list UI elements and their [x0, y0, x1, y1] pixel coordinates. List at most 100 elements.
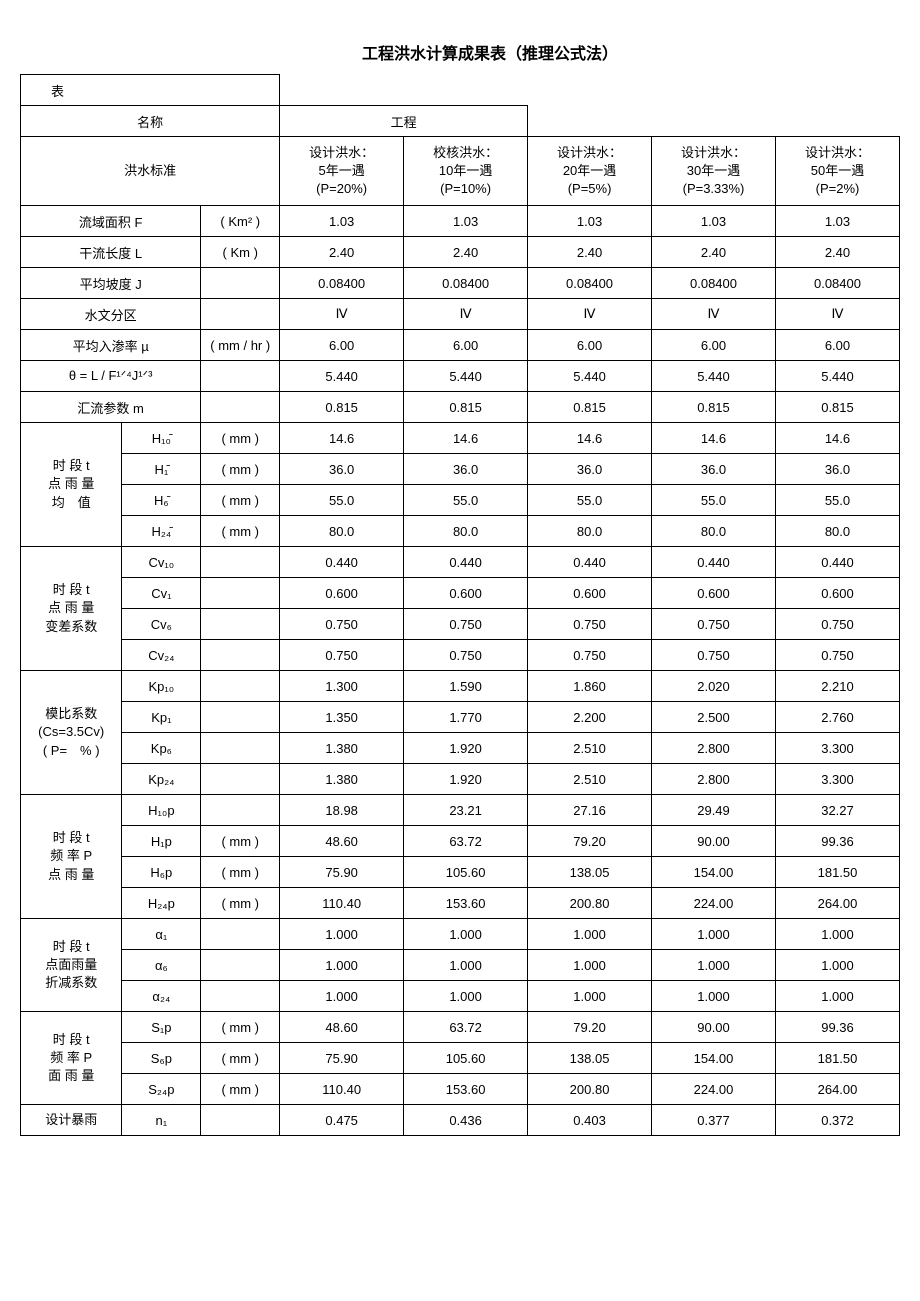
cell: 99.36	[775, 826, 899, 857]
cell: 1.380	[280, 733, 404, 764]
col-header: 设计洪水：20年一遇(P=5%)	[528, 137, 652, 206]
cell: 2.40	[652, 237, 776, 268]
param-symbol: H₁₀p	[122, 795, 201, 826]
param-symbol: α₆	[122, 950, 201, 981]
cell: Ⅳ	[652, 299, 776, 330]
table-row: 汇流参数 m 0.815 0.815 0.815 0.815 0.815	[21, 392, 900, 423]
param-unit	[201, 578, 280, 609]
cell: 0.372	[775, 1105, 899, 1136]
cell: 2.40	[775, 237, 899, 268]
cell: 1.03	[652, 206, 776, 237]
table-row: Kp₆1.3801.9202.5102.8003.300	[21, 733, 900, 764]
cell: 0.815	[652, 392, 776, 423]
group-label: 时 段 t频 率 P面 雨 量	[21, 1012, 122, 1105]
param-unit	[201, 795, 280, 826]
cell: 2.020	[652, 671, 776, 702]
cell: 2.210	[775, 671, 899, 702]
param-unit	[201, 950, 280, 981]
cell: 5.440	[528, 361, 652, 392]
cell: 2.510	[528, 764, 652, 795]
param-label: 流域面积 F	[21, 206, 201, 237]
cell: 18.98	[280, 795, 404, 826]
cell: 1.920	[404, 764, 528, 795]
cell: 0.750	[280, 609, 404, 640]
cell: 79.20	[528, 1012, 652, 1043]
table-row: θ = L / F¹ᐟ⁴J¹ᐟ³ 5.440 5.440 5.440 5.440…	[21, 361, 900, 392]
cell: 36.0	[775, 454, 899, 485]
param-unit: ( mm )	[201, 857, 280, 888]
cell: 0.815	[528, 392, 652, 423]
cell: 55.0	[652, 485, 776, 516]
table-row: Cv₁0.6000.6000.6000.6000.600	[21, 578, 900, 609]
table-row: 时 段 t频 率 P面 雨 量S₁p( mm )48.6063.7279.209…	[21, 1012, 900, 1043]
cell: 1.000	[652, 919, 776, 950]
cell: 1.000	[775, 981, 899, 1012]
param-unit: ( mm )	[201, 826, 280, 857]
cell: 36.0	[404, 454, 528, 485]
cell: 23.21	[404, 795, 528, 826]
cell: 1.000	[404, 981, 528, 1012]
table-row: 名称 工程	[21, 106, 900, 137]
cell: 0.750	[404, 609, 528, 640]
param-unit	[201, 671, 280, 702]
cell: 110.40	[280, 1074, 404, 1105]
cell: 1.000	[652, 950, 776, 981]
cell: 80.0	[404, 516, 528, 547]
cell: 14.6	[404, 423, 528, 454]
table-row: 时 段 t点 雨 量变差系数Cv₁₀0.4400.4400.4400.4400.…	[21, 547, 900, 578]
project-label: 工程	[280, 106, 528, 137]
cell: 79.20	[528, 826, 652, 857]
cell: 105.60	[404, 1043, 528, 1074]
cell: 154.00	[652, 1043, 776, 1074]
cell: 1.590	[404, 671, 528, 702]
col-header: 设计洪水：30年一遇(P=3.33%)	[652, 137, 776, 206]
param-symbol: S₆p	[122, 1043, 201, 1074]
param-unit	[201, 268, 280, 299]
param-unit	[201, 392, 280, 423]
table-row: 模比系数(Cs=3.5Cv)( P= % )Kp₁₀1.3001.5901.86…	[21, 671, 900, 702]
cell: 2.800	[652, 733, 776, 764]
cell: Ⅳ	[404, 299, 528, 330]
cell: 14.6	[652, 423, 776, 454]
param-unit	[201, 981, 280, 1012]
cell: 90.00	[652, 1012, 776, 1043]
cell: 264.00	[775, 1074, 899, 1105]
cell: 1.350	[280, 702, 404, 733]
cell: 0.750	[652, 609, 776, 640]
col-header: 校核洪水：10年一遇(P=10%)	[404, 137, 528, 206]
group-label: 时 段 t点 雨 量变差系数	[21, 547, 122, 671]
cell: 0.600	[775, 578, 899, 609]
group-label: 时 段 t点面雨量折减系数	[21, 919, 122, 1012]
table-row: 时 段 t点面雨量折减系数α₁1.0001.0001.0001.0001.000	[21, 919, 900, 950]
param-unit	[201, 361, 280, 392]
cell: 0.440	[404, 547, 528, 578]
cell: 5.440	[404, 361, 528, 392]
table-row: Kp₂₄1.3801.9202.5102.8003.300	[21, 764, 900, 795]
flood-standard-label: 洪水标准	[21, 137, 280, 206]
cell: 6.00	[652, 330, 776, 361]
cell: 5.440	[775, 361, 899, 392]
param-unit: ( mm )	[201, 1043, 280, 1074]
cell: 0.403	[528, 1105, 652, 1136]
col-header: 设计洪水：50年一遇(P=2%)	[775, 137, 899, 206]
cell: 0.08400	[528, 268, 652, 299]
cell: 3.300	[775, 733, 899, 764]
cell: 154.00	[652, 857, 776, 888]
cell: 0.08400	[280, 268, 404, 299]
cell: 2.40	[280, 237, 404, 268]
cell: 181.50	[775, 857, 899, 888]
param-unit	[201, 609, 280, 640]
param-label: θ = L / F¹ᐟ⁴J¹ᐟ³	[21, 361, 201, 392]
cell: 0.815	[404, 392, 528, 423]
table-row: H₆̄( mm )55.055.055.055.055.0	[21, 485, 900, 516]
param-symbol: H₁₀̄	[122, 423, 201, 454]
cell: 0.750	[528, 609, 652, 640]
cell: 36.0	[280, 454, 404, 485]
spacer	[528, 106, 900, 137]
cell: 32.27	[775, 795, 899, 826]
param-symbol: S₂₄p	[122, 1074, 201, 1105]
cell: 0.750	[280, 640, 404, 671]
param-label: 干流长度 L	[21, 237, 201, 268]
cell: 75.90	[280, 1043, 404, 1074]
cell: 2.40	[528, 237, 652, 268]
